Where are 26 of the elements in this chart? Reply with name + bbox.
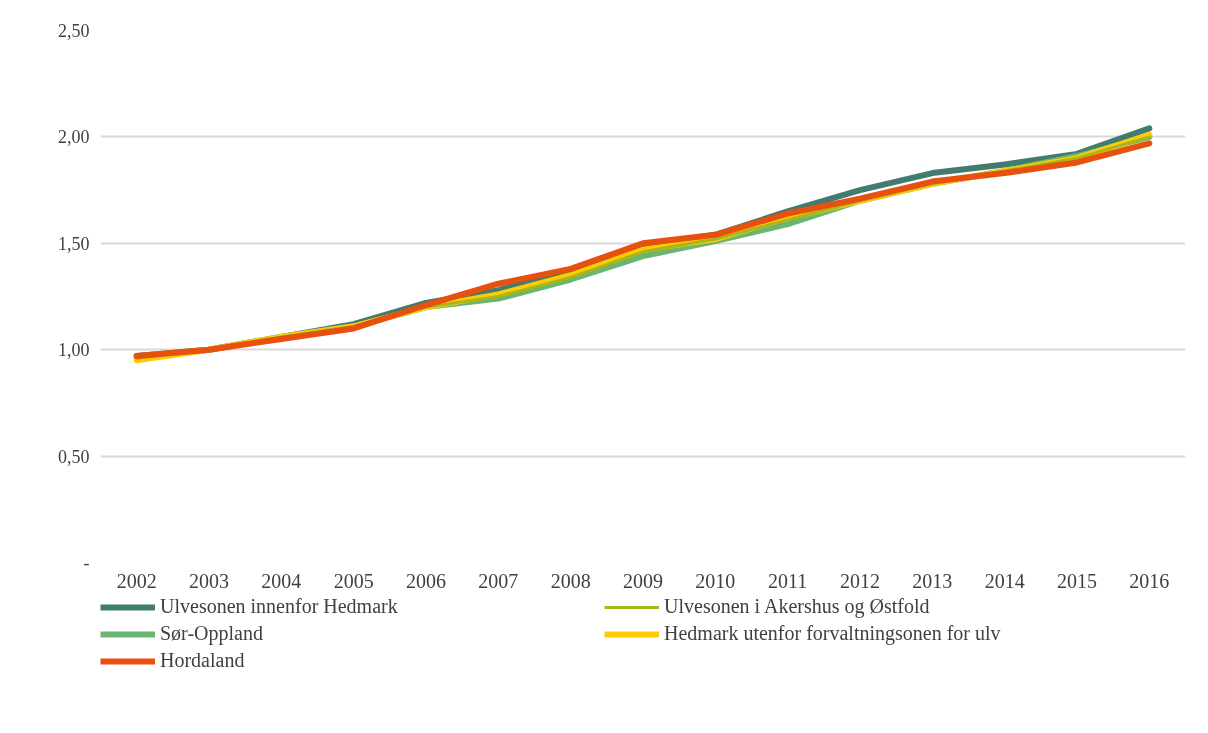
x-tick-label: 2014 xyxy=(984,569,1025,592)
legend-label: Hordaland xyxy=(160,649,246,672)
x-tick-label: 2006 xyxy=(406,569,446,592)
x-tick-label: 2005 xyxy=(333,569,374,592)
x-tick-label: 2002 xyxy=(116,569,157,592)
legend-label: Ulvesonen i Akershus og Østfold xyxy=(664,595,931,618)
x-tick-label: 2016 xyxy=(1129,569,1170,592)
x-tick-label: 2013 xyxy=(912,569,953,592)
x-tick-label: 2007 xyxy=(478,569,519,592)
y-tick-label: 1,00 xyxy=(58,340,90,361)
y-tick-label: 0,50 xyxy=(58,446,90,467)
y-tick-label: - xyxy=(83,553,90,573)
x-tick-label: 2010 xyxy=(695,569,736,592)
x-tick-label: 2008 xyxy=(550,569,591,592)
y-tick-label: 2,00 xyxy=(58,127,90,148)
y-tick-label: 2,50 xyxy=(58,21,90,41)
x-tick-label: 2009 xyxy=(623,569,663,592)
x-tick-label: 2003 xyxy=(189,569,229,592)
y-tick-label: 1,50 xyxy=(58,233,90,254)
x-tick-label: 2004 xyxy=(261,569,302,592)
x-tick-label: 2015 xyxy=(1057,569,1097,592)
legend-label: Hedmark utenfor forvaltningsonen for ulv xyxy=(664,622,1002,645)
legend-label: Ulvesonen innenfor Hedmark xyxy=(160,595,399,618)
legend-label: Sør-Oppland xyxy=(160,622,264,645)
x-tick-label: 2011 xyxy=(768,569,808,592)
x-tick-label: 2012 xyxy=(840,569,880,592)
